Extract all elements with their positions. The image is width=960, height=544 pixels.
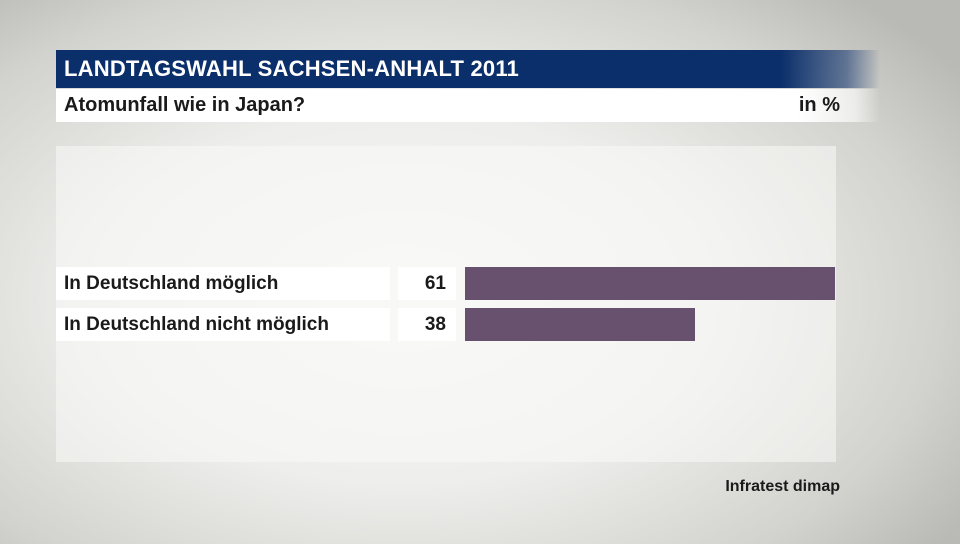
value-label: 61 <box>424 273 446 294</box>
category-label: In Deutschland möglich <box>64 273 279 294</box>
bar <box>465 267 835 300</box>
category-label-box: In Deutschland nicht möglich <box>56 308 390 341</box>
chart-subtitle: Atomunfall wie in Japan? <box>64 94 306 116</box>
category-label-box: In Deutschland möglich <box>56 267 390 300</box>
category-label: In Deutschland nicht möglich <box>64 314 329 335</box>
value-label-box: 61 <box>398 267 456 300</box>
chart-title: LANDTAGSWAHL SACHSEN-ANHALT 2011 <box>64 56 519 81</box>
value-label-box: 38 <box>398 308 456 341</box>
bar <box>465 308 696 341</box>
unit-label: in % <box>798 94 840 116</box>
source-label: Infratest dimap <box>725 478 840 495</box>
title-bar: LANDTAGSWAHL SACHSEN-ANHALT 2011 <box>56 50 880 88</box>
chart-panel <box>56 146 836 462</box>
subtitle-bar: Atomunfall wie in Japan? in % <box>56 89 880 122</box>
value-label: 38 <box>424 314 446 335</box>
